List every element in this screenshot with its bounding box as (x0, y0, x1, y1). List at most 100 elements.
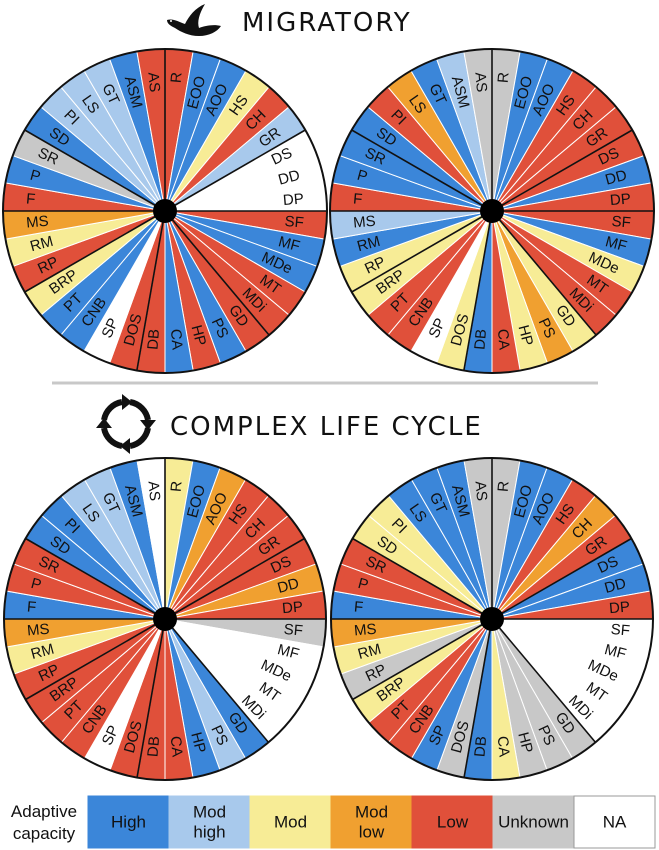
segment-label-db: DB (144, 735, 163, 757)
legend-swatch-na (573, 795, 656, 849)
segment-label-db: DB (144, 328, 163, 350)
legend-label: high (193, 823, 225, 842)
segment-label-mf: MF (603, 233, 628, 255)
segment-label-as: AS (144, 480, 163, 501)
segment-label-sp: SP (98, 316, 122, 341)
wheel-outline (330, 457, 654, 781)
legend-label: Mod (355, 803, 388, 822)
segment-label-r: R (168, 71, 186, 83)
segment-label-ms: MS (25, 213, 49, 232)
segment-label-r: R (495, 71, 513, 83)
life-cycle-header: COMPLEX LIFE CYCLE (96, 394, 483, 454)
legend-label: NA (603, 813, 627, 832)
segment-label-hp: HP (187, 323, 209, 348)
segment-label-r: R (495, 480, 513, 492)
category-separator (491, 129, 633, 212)
segment-label-mf: MF (276, 233, 301, 255)
segment-label-p: P (28, 167, 42, 186)
legend-label: Mod (274, 813, 307, 832)
segment-label-p: P (356, 575, 370, 594)
segment-label-sp: SP (425, 316, 449, 341)
segment-label-sf: SF (610, 621, 631, 640)
segment-label-hp: HP (514, 323, 536, 348)
section-title-life-cycle: COMPLEX LIFE CYCLE (170, 412, 483, 442)
segment-label-f: F (26, 598, 37, 616)
category-separator (352, 618, 493, 701)
legend-title-line-1: Adaptive (11, 802, 77, 821)
wheel-hub (480, 199, 504, 223)
wheel-hub (153, 199, 177, 223)
category-separator (164, 210, 270, 336)
legend-swatch-mod (249, 795, 332, 849)
wheel-outline (3, 457, 327, 781)
category-separator (491, 537, 632, 620)
segment-label-rm: RM (28, 233, 55, 255)
segment-label-hp: HP (514, 730, 536, 755)
category-separator (164, 129, 306, 212)
wheel-outline (329, 48, 655, 374)
segment-label-rm: RM (355, 233, 382, 255)
legend: Adaptive capacity HighModhighModModlowLo… (11, 795, 656, 849)
segment-label-sf: SF (283, 621, 304, 640)
segment-label-dp: DP (609, 190, 631, 209)
segment-label-dd: DD (603, 575, 628, 597)
category-separator (24, 129, 166, 212)
segment-label-ps: PS (534, 723, 558, 748)
legend-swatch-mod-low (330, 795, 413, 849)
legend-label: High (111, 813, 146, 832)
segment-label-sf: SF (611, 213, 632, 232)
segment-label-ps: PS (207, 723, 231, 748)
category-separator (25, 537, 166, 620)
legend-swatch-low (411, 795, 494, 849)
migratory-header: MIGRATORY (167, 4, 412, 38)
segment-label-r: R (168, 480, 186, 492)
category-separator (351, 210, 493, 293)
category-separator (463, 618, 493, 778)
segment-label-sp: SP (426, 723, 450, 748)
category-separator (136, 210, 166, 371)
segment-label-ca: CA (167, 328, 186, 350)
legend-label: Low (437, 813, 469, 832)
category-separator (491, 618, 597, 743)
segment-label-f: F (25, 190, 36, 208)
wheel-hub (480, 607, 504, 631)
legend-label: Mod (193, 803, 226, 822)
wheel-life-cycle-right: REOOAOOHSCHGRDSDDDPSFMFMDeMTMDiGDPSHPCAD… (330, 457, 654, 781)
category-separator (351, 129, 493, 212)
segment-label-f: F (352, 190, 363, 208)
wheel-migratory-left: REOOAOOHSCHGRDSDDDPSFMFMDeMTMDiGDPSHPCAD… (2, 48, 328, 374)
segment-label-ps: PS (208, 316, 232, 341)
segment-label-sf: SF (284, 213, 305, 232)
category-separator (25, 618, 166, 701)
legend-swatch-high (87, 795, 170, 849)
wheel-migratory-right: REOOAOOHSCHGRDSDDDPSFMFMDeMTMDiGDPSHPCAD… (329, 48, 655, 374)
legend-label: low (359, 823, 385, 842)
segment-label-ps: PS (535, 316, 559, 341)
segment-label-db: DB (471, 735, 490, 757)
segment-label-mf: MF (603, 641, 628, 663)
wheel-life-cycle-left: REOOAOOHSCHGRDSDDDPSFMFMDeMTMDiGDPSHPCAD… (3, 457, 327, 781)
segment-label-f: F (353, 598, 364, 616)
legend-label: Unknown (498, 813, 569, 832)
segment-label-ca: CA (494, 328, 513, 350)
segment-label-dp: DP (608, 598, 630, 617)
wheel-hub (153, 607, 177, 631)
segment-label-p: P (29, 575, 43, 594)
segment-label-rm: RM (356, 641, 383, 663)
segment-label-mf: MF (276, 641, 301, 663)
segment-label-rm: RM (29, 641, 56, 663)
segment-label-sp: SP (99, 723, 123, 748)
segment-label-ms: MS (353, 621, 377, 640)
wheel-outline (2, 48, 328, 374)
segment-label-ca: CA (494, 735, 513, 757)
category-separator (164, 618, 270, 743)
segment-label-as: AS (471, 480, 490, 501)
category-separator (352, 537, 493, 620)
cycle-arrows-icon (96, 394, 156, 454)
segment-label-dd: DD (276, 575, 301, 597)
legend-title-line-2: capacity (13, 824, 76, 843)
category-separator (463, 210, 493, 371)
segment-label-as: AS (144, 71, 163, 92)
section-title-migratory: MIGRATORY (242, 8, 412, 38)
